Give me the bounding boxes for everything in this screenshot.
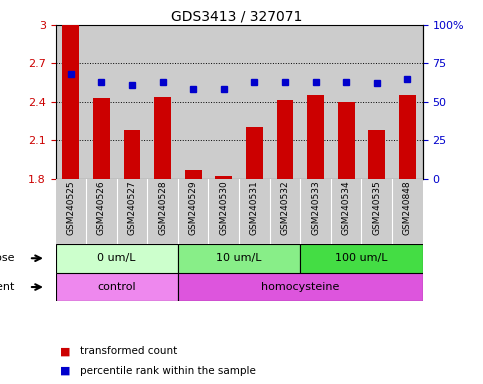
Text: GDS3413 / 327071: GDS3413 / 327071 (171, 10, 302, 23)
Bar (62, 25, 79, 179)
Text: GSM240529: GSM240529 (189, 180, 198, 235)
Text: 100 um/L: 100 um/L (335, 253, 388, 263)
Text: GSM240533: GSM240533 (311, 180, 320, 235)
Bar (124, 130, 141, 179)
Text: homocysteine: homocysteine (261, 282, 340, 292)
Bar (392, 25, 423, 179)
Text: dose: dose (0, 253, 14, 263)
Bar (338, 102, 355, 179)
Text: GSM240531: GSM240531 (250, 180, 259, 235)
Bar (361, 25, 392, 179)
Bar (277, 101, 293, 179)
Bar (246, 127, 263, 179)
Bar (215, 176, 232, 179)
Bar (331, 25, 361, 179)
Text: GSM240530: GSM240530 (219, 180, 228, 235)
FancyBboxPatch shape (178, 273, 423, 301)
Text: GSM240526: GSM240526 (97, 180, 106, 235)
Text: percentile rank within the sample: percentile rank within the sample (80, 366, 256, 376)
Bar (56, 25, 86, 179)
Bar (307, 95, 324, 179)
Bar (86, 25, 117, 179)
Bar (239, 25, 270, 179)
Text: ■: ■ (60, 346, 71, 356)
Text: GSM240527: GSM240527 (128, 180, 137, 235)
Bar (117, 25, 147, 179)
Bar (399, 95, 416, 179)
Bar (93, 98, 110, 179)
Text: GSM240848: GSM240848 (403, 180, 412, 235)
Bar (147, 25, 178, 179)
Text: ■: ■ (60, 366, 71, 376)
Bar (300, 25, 331, 179)
Text: GSM240528: GSM240528 (158, 180, 167, 235)
Bar (369, 130, 385, 179)
Bar (270, 25, 300, 179)
Text: GSM240532: GSM240532 (281, 180, 289, 235)
FancyBboxPatch shape (56, 244, 178, 273)
Text: GSM240525: GSM240525 (66, 180, 75, 235)
Text: 10 um/L: 10 um/L (216, 253, 262, 263)
FancyBboxPatch shape (178, 244, 300, 273)
FancyBboxPatch shape (56, 273, 178, 301)
Text: transformed count: transformed count (80, 346, 177, 356)
Text: GSM240534: GSM240534 (341, 180, 351, 235)
Bar (209, 25, 239, 179)
Bar (178, 25, 209, 179)
Text: agent: agent (0, 282, 14, 292)
Text: 0 um/L: 0 um/L (98, 253, 136, 263)
Text: control: control (98, 282, 136, 292)
Bar (154, 97, 171, 179)
Text: GSM240535: GSM240535 (372, 180, 381, 235)
Bar (185, 170, 201, 179)
FancyBboxPatch shape (300, 244, 423, 273)
